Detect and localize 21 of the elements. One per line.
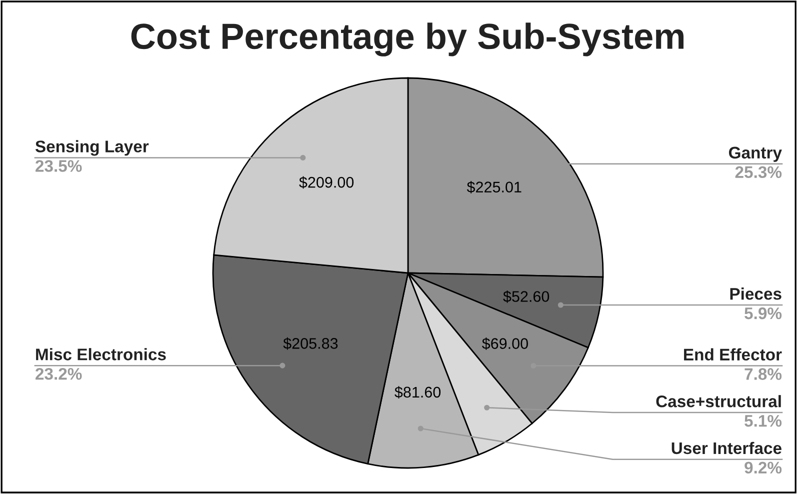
data-label: $81.60 <box>394 386 441 399</box>
slice-label: Case+structural <box>656 395 781 408</box>
data-label: $52.60 <box>503 290 550 303</box>
text: 9.2% <box>744 462 782 474</box>
slice-label: Gantry <box>728 146 782 162</box>
data-label: $225.01 <box>466 181 522 194</box>
slice-label: End Effector <box>684 348 782 361</box>
slice-label: Misc Electronics <box>36 348 166 360</box>
text: 23.2% <box>36 368 82 380</box>
text: 7.8% <box>744 368 782 380</box>
text: 5.1% <box>744 414 782 427</box>
text: 5.9% <box>744 307 782 320</box>
text: 25.3% <box>735 166 782 178</box>
data-label: $205.83 <box>283 337 338 350</box>
slice-label: Pieces <box>730 288 782 300</box>
slice-label: User Interface <box>672 442 782 454</box>
slice-label: Sensing Layer <box>35 140 149 156</box>
data-label: $69.00 <box>482 338 528 350</box>
chart-title: Cost Percentage by Sub-System <box>131 22 684 56</box>
data-label: $209.00 <box>299 176 354 189</box>
text: 23.5% <box>36 160 82 172</box>
